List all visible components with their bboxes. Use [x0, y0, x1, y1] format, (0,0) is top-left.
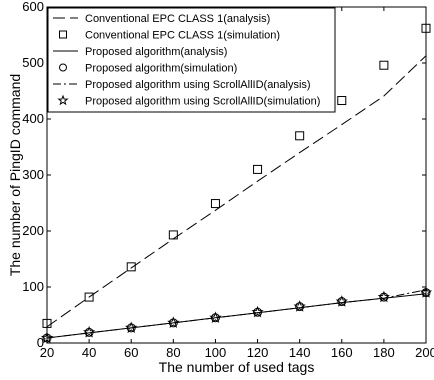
- x-tick-label: 140: [289, 345, 311, 360]
- plot-frame: [46, 6, 427, 344]
- data-point: [335, 295, 348, 307]
- legend-label: Proposed algorithm using ScrollAllID(sim…: [85, 96, 320, 108]
- data-point: [125, 321, 138, 334]
- data-point: [210, 199, 220, 209]
- data-point: [253, 164, 263, 174]
- series-3: [46, 293, 427, 339]
- series-6: [40, 286, 433, 344]
- x-tick-label: 120: [247, 345, 269, 360]
- series-1: [46, 55, 427, 328]
- x-tick-label: 100: [205, 345, 227, 360]
- y-tick-label: 300: [22, 167, 44, 182]
- y-tick-label: 200: [22, 223, 44, 238]
- legend-label: Conventional EPC CLASS 1(simulation): [85, 30, 280, 42]
- data-point: [337, 96, 347, 106]
- x-axis-ticks: 20 40 60 80 100 120 140 160 180 200: [40, 7, 434, 360]
- data-point: [293, 300, 306, 312]
- data-point: [251, 305, 264, 318]
- x-tick-label: 80: [166, 345, 180, 360]
- legend-entry: Proposed algorithm(analysis): [53, 46, 227, 58]
- legend-swatch: [57, 94, 69, 106]
- x-tick-label: 200: [415, 345, 434, 360]
- x-axis-label: The number of used tags: [159, 359, 315, 375]
- y-axis-label: The number of PingID command: [7, 74, 23, 276]
- y-tick-label: 500: [22, 55, 44, 70]
- x-tick-label: 20: [40, 345, 54, 360]
- legend-entry: Conventional EPC CLASS 1(simulation): [59, 30, 280, 42]
- data-point: [126, 262, 136, 272]
- series-line: [46, 293, 427, 339]
- legend-entry: Proposed algorithm using ScrollAllID(sim…: [57, 94, 320, 108]
- x-tick-label: 40: [82, 345, 96, 360]
- legend-label: Proposed algorithm using ScrollAllID(ana…: [85, 79, 311, 91]
- y-tick-label: 600: [22, 0, 44, 14]
- x-tick-label: 60: [124, 345, 138, 360]
- y-tick-label: 100: [22, 279, 44, 294]
- series-line: [46, 55, 427, 328]
- data-point: [379, 60, 389, 70]
- legend-label: Conventional EPC CLASS 1(analysis): [85, 13, 270, 25]
- x-tick-label: 160: [331, 345, 353, 360]
- legend-box: [47, 7, 336, 113]
- legend-entry: Proposed algorithm(simulation): [59, 63, 237, 75]
- data-point: [377, 290, 390, 303]
- legend-entry: Conventional EPC CLASS 1(analysis): [53, 13, 270, 25]
- data-point: [167, 316, 180, 329]
- legend-label: Proposed algorithm(simulation): [85, 63, 237, 75]
- x-tick-label: 180: [373, 345, 395, 360]
- legend-label: Proposed algorithm(analysis): [85, 46, 227, 58]
- legend-swatch: [59, 30, 67, 39]
- legend: Conventional EPC CLASS 1(analysis) Conven…: [47, 7, 336, 113]
- legend-entry: Proposed algorithm using ScrollAllID(ana…: [53, 79, 311, 91]
- y-axis-ticks: 0 100 200 300 400 500 600: [22, 0, 426, 350]
- data-point: [84, 292, 94, 302]
- data-point: [209, 311, 222, 324]
- data-point: [83, 325, 96, 338]
- data-point: [295, 131, 305, 141]
- legend-swatch: [59, 63, 67, 72]
- plot-series: [40, 23, 433, 344]
- y-tick-label: 0: [37, 335, 44, 350]
- y-tick-label: 400: [22, 111, 44, 126]
- data-point: [168, 230, 178, 240]
